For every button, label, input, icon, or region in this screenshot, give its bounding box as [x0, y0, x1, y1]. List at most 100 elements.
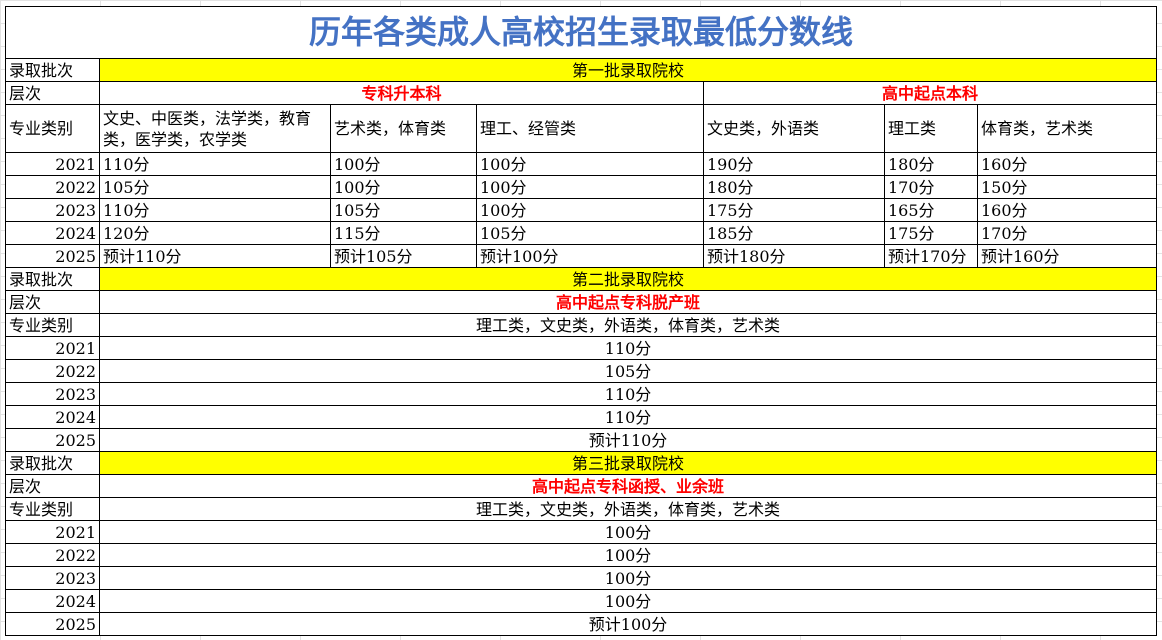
year-cell[interactable]: 2024: [5, 405, 100, 429]
score-cell[interactable]: 160分: [976, 198, 1158, 222]
table-row: 2022 105分 100分 100分 180分 170分 150分: [5, 175, 1158, 199]
category-header[interactable]: 文史类，外语类: [703, 104, 885, 153]
table-row: 录取批次 第二批录取院校: [5, 267, 1158, 291]
table-row: 2022 100分: [5, 543, 1158, 567]
table-row: 层次 专科升本科 高中起点本科: [5, 81, 1158, 105]
level-name[interactable]: 高中起点本科: [702, 81, 1158, 105]
score-cell[interactable]: 105分: [330, 198, 477, 222]
score-cell[interactable]: 110分: [98, 382, 1158, 406]
score-cell[interactable]: 110分: [98, 405, 1158, 429]
batch-name[interactable]: 第一批录取院校: [98, 58, 1158, 82]
year-cell[interactable]: 2025: [5, 428, 100, 452]
level-name[interactable]: 专科升本科: [99, 81, 704, 105]
table-row: 2025 预计110分: [5, 428, 1158, 452]
year-cell[interactable]: 2024: [5, 221, 100, 245]
score-cell[interactable]: 预计105分: [330, 244, 477, 268]
category-header[interactable]: 艺术类，体育类: [330, 104, 477, 153]
table-row: 2023 110分: [5, 382, 1158, 406]
category-header[interactable]: 理工类: [884, 104, 978, 153]
table-row: 2022 105分: [5, 359, 1158, 383]
table-row: 2025 预计100分: [5, 612, 1158, 636]
score-cell[interactable]: 预计180分: [703, 244, 885, 268]
year-cell[interactable]: 2021: [5, 336, 100, 360]
score-cell[interactable]: 预计110分: [99, 244, 331, 268]
year-cell[interactable]: 2024: [5, 589, 100, 613]
score-cell[interactable]: 100分: [330, 175, 477, 199]
year-cell[interactable]: 2022: [5, 175, 100, 199]
year-cell[interactable]: 2023: [5, 198, 100, 222]
score-cell[interactable]: 100分: [98, 520, 1158, 544]
score-cell[interactable]: 100分: [98, 566, 1158, 590]
score-cell[interactable]: 150分: [976, 175, 1158, 199]
year-cell[interactable]: 2023: [5, 566, 100, 590]
score-cell[interactable]: 105分: [476, 221, 704, 245]
level-label[interactable]: 层次: [5, 81, 100, 105]
major-label[interactable]: 专业类别: [5, 104, 100, 153]
year-cell[interactable]: 2022: [5, 359, 100, 383]
level-label[interactable]: 层次: [5, 474, 100, 498]
batch-label[interactable]: 录取批次: [5, 451, 100, 475]
category-header[interactable]: 理工、经管类: [476, 104, 704, 153]
table-row: 专业类别 文史、中医类，法学类，教育类，医学类，农学类 艺术类，体育类 理工、经管类文…: [5, 104, 1158, 153]
score-cell[interactable]: 100分: [476, 175, 704, 199]
score-cell[interactable]: 180分: [703, 175, 885, 199]
category-header[interactable]: 文史、中医类，法学类，教育类，医学类，农学类: [99, 104, 331, 153]
score-cell[interactable]: 预计160分: [976, 244, 1158, 268]
score-cell[interactable]: 预计170分: [884, 244, 978, 268]
year-cell[interactable]: 2025: [5, 244, 100, 268]
table-row: 2023 100分: [5, 566, 1158, 590]
score-cell[interactable]: 100分: [476, 152, 704, 176]
score-cell[interactable]: 175分: [703, 198, 885, 222]
score-cell[interactable]: 105分: [98, 359, 1158, 383]
batch-label[interactable]: 录取批次: [5, 58, 100, 82]
score-cell[interactable]: 120分: [99, 221, 331, 245]
score-cell[interactable]: 110分: [99, 198, 331, 222]
batch-name[interactable]: 第二批录取院校: [98, 267, 1158, 291]
table-row: 2021 100分: [5, 520, 1158, 544]
score-cell[interactable]: 175分: [884, 221, 978, 245]
batch-name[interactable]: 第三批录取院校: [98, 451, 1158, 475]
table-row: 录取批次 第三批录取院校: [5, 451, 1158, 475]
sheet-title[interactable]: 历年各类成人高校招生录取最低分数线: [4, 6, 1158, 59]
score-cell[interactable]: 185分: [703, 221, 885, 245]
score-cell[interactable]: 110分: [98, 336, 1158, 360]
year-cell[interactable]: 2022: [5, 543, 100, 567]
score-cell[interactable]: 预计110分: [98, 428, 1158, 452]
score-cell[interactable]: 180分: [884, 152, 978, 176]
score-cell[interactable]: 170分: [884, 175, 978, 199]
table-row: 2025 预计110分 预计105分 预计100分 预计180分 预计170分 预计160分: [5, 244, 1158, 268]
year-cell[interactable]: 2023: [5, 382, 100, 406]
score-cell[interactable]: 170分: [976, 221, 1158, 245]
table-row: 2021 110分: [5, 336, 1158, 360]
score-cell[interactable]: 165分: [884, 198, 978, 222]
table-row: 录取批次 第一批录取院校: [5, 58, 1158, 82]
score-cell[interactable]: 190分: [703, 152, 885, 176]
table-row: 2021 110分 100分 100分 190分 180分 160分: [5, 152, 1158, 176]
score-cell[interactable]: 预计100分: [476, 244, 704, 268]
level-name[interactable]: 高中起点专科脱产班: [98, 290, 1158, 314]
score-cell[interactable]: 115分: [330, 221, 477, 245]
level-label[interactable]: 层次: [5, 290, 100, 314]
batch-label[interactable]: 录取批次: [5, 267, 100, 291]
score-cell[interactable]: 160分: [976, 152, 1158, 176]
score-cell[interactable]: 预计100分: [98, 612, 1158, 636]
year-cell[interactable]: 2025: [5, 612, 100, 636]
table-row: 2024 120分 115分 105分 185分 175分 170分: [5, 221, 1158, 245]
table-row: 层次 高中起点专科函授、业余班: [5, 474, 1158, 498]
score-cell[interactable]: 105分: [99, 175, 331, 199]
year-cell[interactable]: 2021: [5, 152, 100, 176]
score-cell[interactable]: 100分: [98, 589, 1158, 613]
table-row: 2024 100分: [5, 589, 1158, 613]
score-cell[interactable]: 100分: [330, 152, 477, 176]
category-header[interactable]: 理工类，文史类，外语类，体育类，艺术类: [98, 497, 1158, 521]
major-label[interactable]: 专业类别: [5, 497, 100, 521]
category-header[interactable]: 体育类，艺术类: [976, 104, 1158, 153]
score-cell[interactable]: 100分: [98, 543, 1158, 567]
score-cell[interactable]: 100分: [476, 198, 704, 222]
admission-score-table: 历年各类成人高校招生录取最低分数线 录取批次 第一批录取院校 层次 专科升本科 高中起点…: [4, 6, 1158, 636]
major-label[interactable]: 专业类别: [5, 313, 100, 337]
score-cell[interactable]: 110分: [99, 152, 331, 176]
year-cell[interactable]: 2021: [5, 520, 100, 544]
level-name[interactable]: 高中起点专科函授、业余班: [98, 474, 1158, 498]
category-header[interactable]: 理工类，文史类，外语类，体育类，艺术类: [98, 313, 1158, 337]
